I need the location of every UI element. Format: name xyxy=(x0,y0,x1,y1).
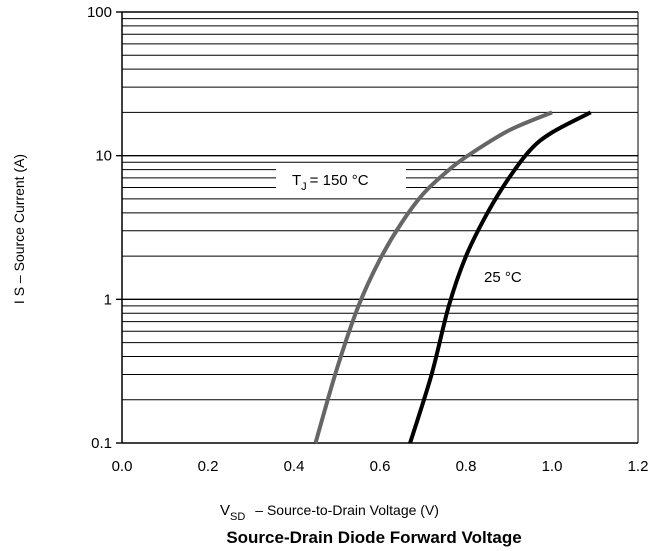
svg-text:TJ= 150 °C: TJ = 150 °C xyxy=(292,172,369,193)
axes xyxy=(116,11,639,444)
x-tick-label: 1.0 xyxy=(542,458,563,475)
series-label-150c-box xyxy=(276,164,406,194)
y-tick-label: 100 xyxy=(87,4,112,21)
series-label-25c-text: 25 °C xyxy=(484,269,522,286)
x-axis-label-subscript: SD xyxy=(230,511,245,523)
series-label-150c-subscript: J xyxy=(301,181,307,193)
x-tick-label: 0.8 xyxy=(456,458,477,475)
y-tick-label: 1 xyxy=(104,291,112,308)
grid xyxy=(122,11,638,444)
series-curve-1 xyxy=(408,110,592,444)
x-axis-label: VSD – Source-to-Drain Voltage (V) xyxy=(220,502,439,523)
series-label-25c: 25 °C xyxy=(476,262,542,290)
series-label-150c: TJ = 150 °C xyxy=(276,164,406,194)
series-curve-0 xyxy=(313,110,553,444)
x-tick-label: 0.4 xyxy=(284,458,305,475)
series-label-25c-box xyxy=(476,262,542,290)
series-label-150c-text: = 150 °C xyxy=(310,172,369,189)
x-axis-label-text: – Source-to-Drain Voltage (V) xyxy=(255,502,439,518)
y-tick-label: 0.1 xyxy=(91,435,112,452)
x-axis-label-prefix: V xyxy=(220,502,230,519)
x-tick-labels: 0.0 0.2 0.4 0.6 0.8 1.0 1.2 xyxy=(112,458,649,475)
x-tick-label: 0.6 xyxy=(370,458,391,475)
x-tick-label: 0.0 xyxy=(112,458,133,475)
chart-title: Source-Drain Diode Forward Voltage xyxy=(226,528,521,547)
curves xyxy=(313,110,592,444)
series-label-150c-prefix: T xyxy=(292,172,301,189)
x-tick-label: 0.2 xyxy=(198,458,219,475)
x-tick-label: 1.2 xyxy=(628,458,649,475)
y-tick-label: 10 xyxy=(95,148,112,165)
y-tick-labels: 0.1 1 10 100 xyxy=(87,4,112,452)
y-axis-label: I S – Source Current (A) xyxy=(11,154,27,304)
